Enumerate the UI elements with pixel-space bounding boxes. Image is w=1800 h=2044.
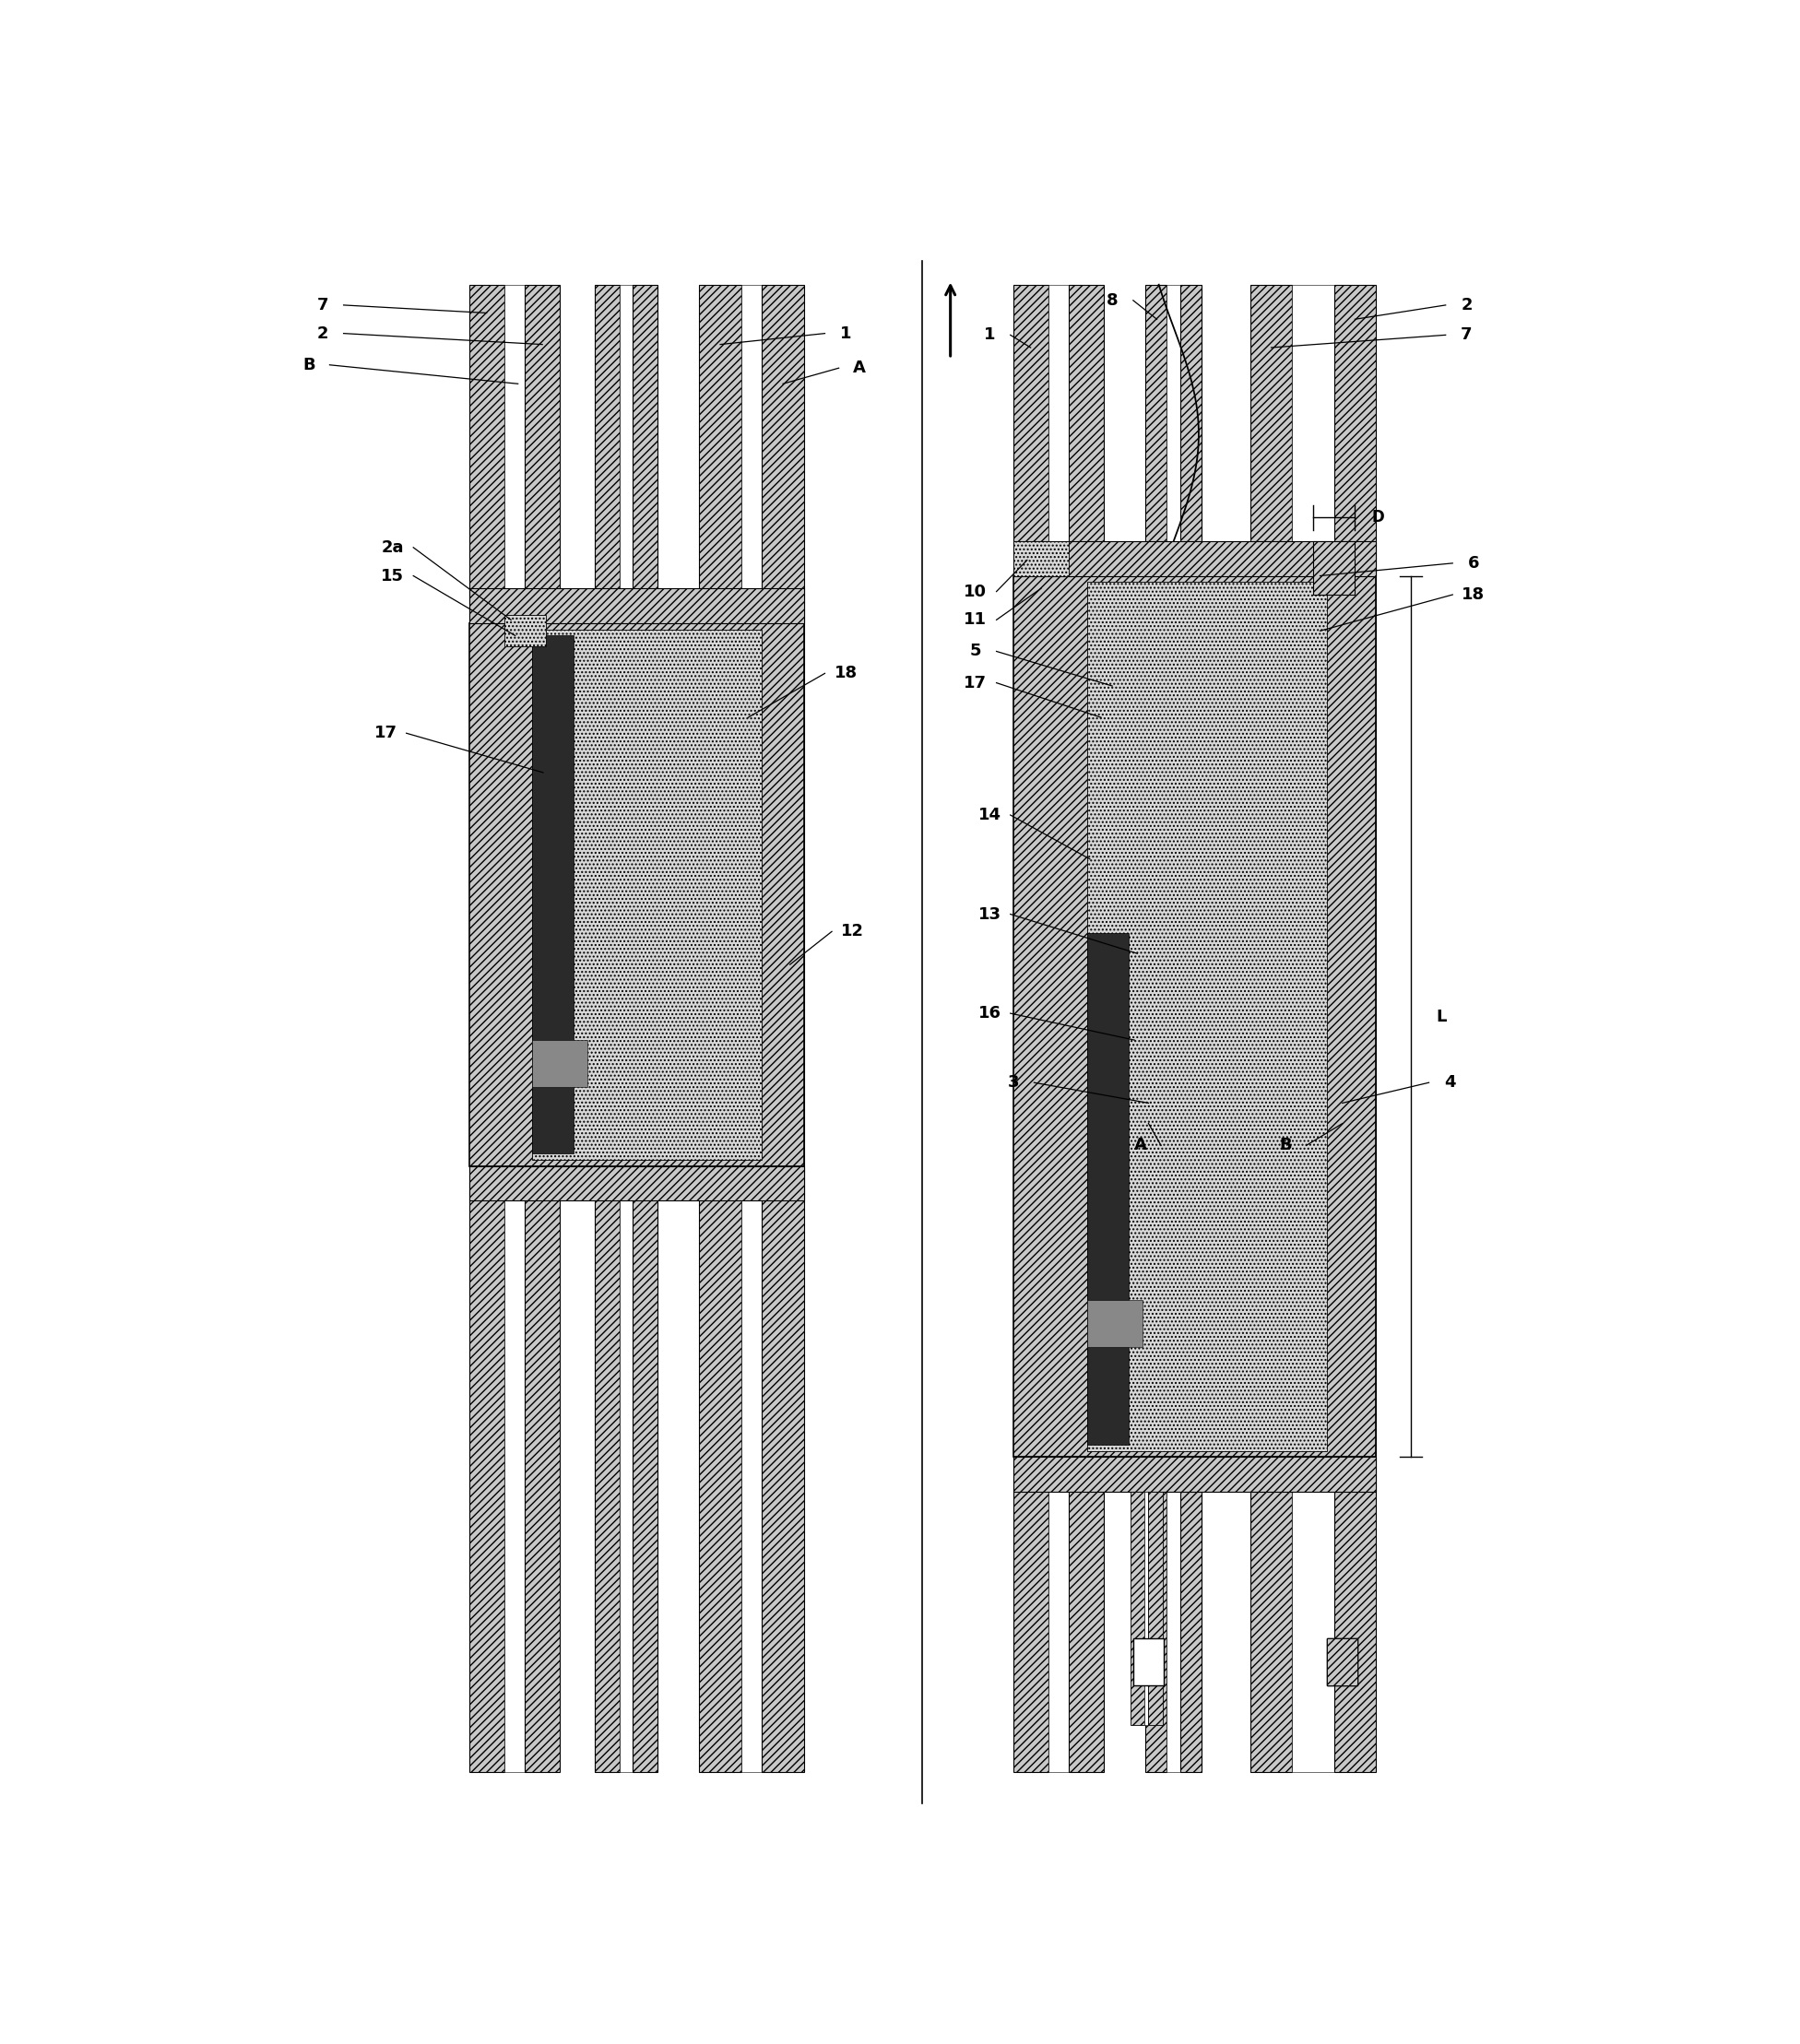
- Text: 17: 17: [965, 675, 986, 691]
- Bar: [1013, 542, 1375, 576]
- Bar: [504, 284, 526, 1772]
- Text: 13: 13: [977, 905, 1001, 922]
- Bar: [1314, 542, 1355, 595]
- Text: 18: 18: [1462, 587, 1485, 603]
- Bar: [504, 615, 545, 646]
- Bar: [1087, 1300, 1143, 1347]
- Text: 18: 18: [833, 664, 857, 681]
- Text: 16: 16: [977, 1006, 1001, 1022]
- Bar: [533, 636, 574, 1153]
- Text: 2: 2: [317, 325, 328, 341]
- Text: 2: 2: [1462, 296, 1472, 313]
- Bar: [1130, 1492, 1145, 1725]
- Bar: [1013, 542, 1069, 576]
- Bar: [1087, 583, 1327, 1451]
- Bar: [470, 589, 805, 623]
- Text: 10: 10: [965, 583, 986, 599]
- Text: 15: 15: [382, 568, 403, 585]
- Bar: [1148, 1492, 1163, 1725]
- Bar: [1166, 284, 1181, 1772]
- Bar: [761, 284, 805, 1772]
- Text: B: B: [1280, 1136, 1291, 1153]
- Bar: [1134, 1637, 1165, 1686]
- Bar: [1145, 284, 1166, 1772]
- Text: 1: 1: [983, 327, 995, 343]
- Text: 2a: 2a: [382, 540, 403, 556]
- Text: 11: 11: [965, 611, 986, 628]
- Text: L: L: [1436, 1008, 1447, 1024]
- Bar: [1327, 1637, 1357, 1686]
- Text: A: A: [853, 360, 866, 376]
- Bar: [1013, 576, 1375, 1457]
- Bar: [1048, 284, 1069, 1772]
- Text: 7: 7: [1462, 327, 1472, 343]
- Text: 3: 3: [1008, 1075, 1019, 1091]
- Bar: [533, 630, 761, 1159]
- Bar: [1013, 1457, 1375, 1492]
- Text: 6: 6: [1467, 554, 1480, 572]
- Bar: [1327, 1637, 1357, 1686]
- Bar: [1334, 284, 1375, 1772]
- Text: A: A: [1134, 1136, 1147, 1153]
- Bar: [698, 284, 742, 1772]
- Bar: [470, 623, 805, 1165]
- Text: 14: 14: [977, 807, 1001, 824]
- Text: 5: 5: [970, 644, 981, 660]
- Bar: [526, 284, 560, 1772]
- Text: 17: 17: [374, 726, 398, 742]
- Text: 12: 12: [841, 924, 864, 940]
- Bar: [470, 284, 504, 1772]
- Bar: [594, 284, 619, 1772]
- Text: 7: 7: [317, 296, 328, 313]
- Bar: [1145, 1492, 1148, 1725]
- Bar: [619, 284, 632, 1772]
- Text: 8: 8: [1107, 292, 1118, 309]
- Bar: [1251, 284, 1292, 1772]
- Bar: [1327, 1637, 1357, 1686]
- Bar: [533, 1040, 589, 1087]
- Bar: [742, 284, 761, 1772]
- Text: B: B: [302, 356, 315, 374]
- Bar: [1069, 284, 1103, 1772]
- Bar: [1013, 284, 1048, 1772]
- Bar: [1087, 934, 1129, 1445]
- Text: 1: 1: [841, 325, 851, 341]
- Bar: [1292, 284, 1334, 1772]
- Text: D: D: [1372, 509, 1384, 525]
- Bar: [1181, 284, 1202, 1772]
- Bar: [632, 284, 657, 1772]
- Bar: [470, 1165, 805, 1200]
- Text: 4: 4: [1444, 1075, 1456, 1091]
